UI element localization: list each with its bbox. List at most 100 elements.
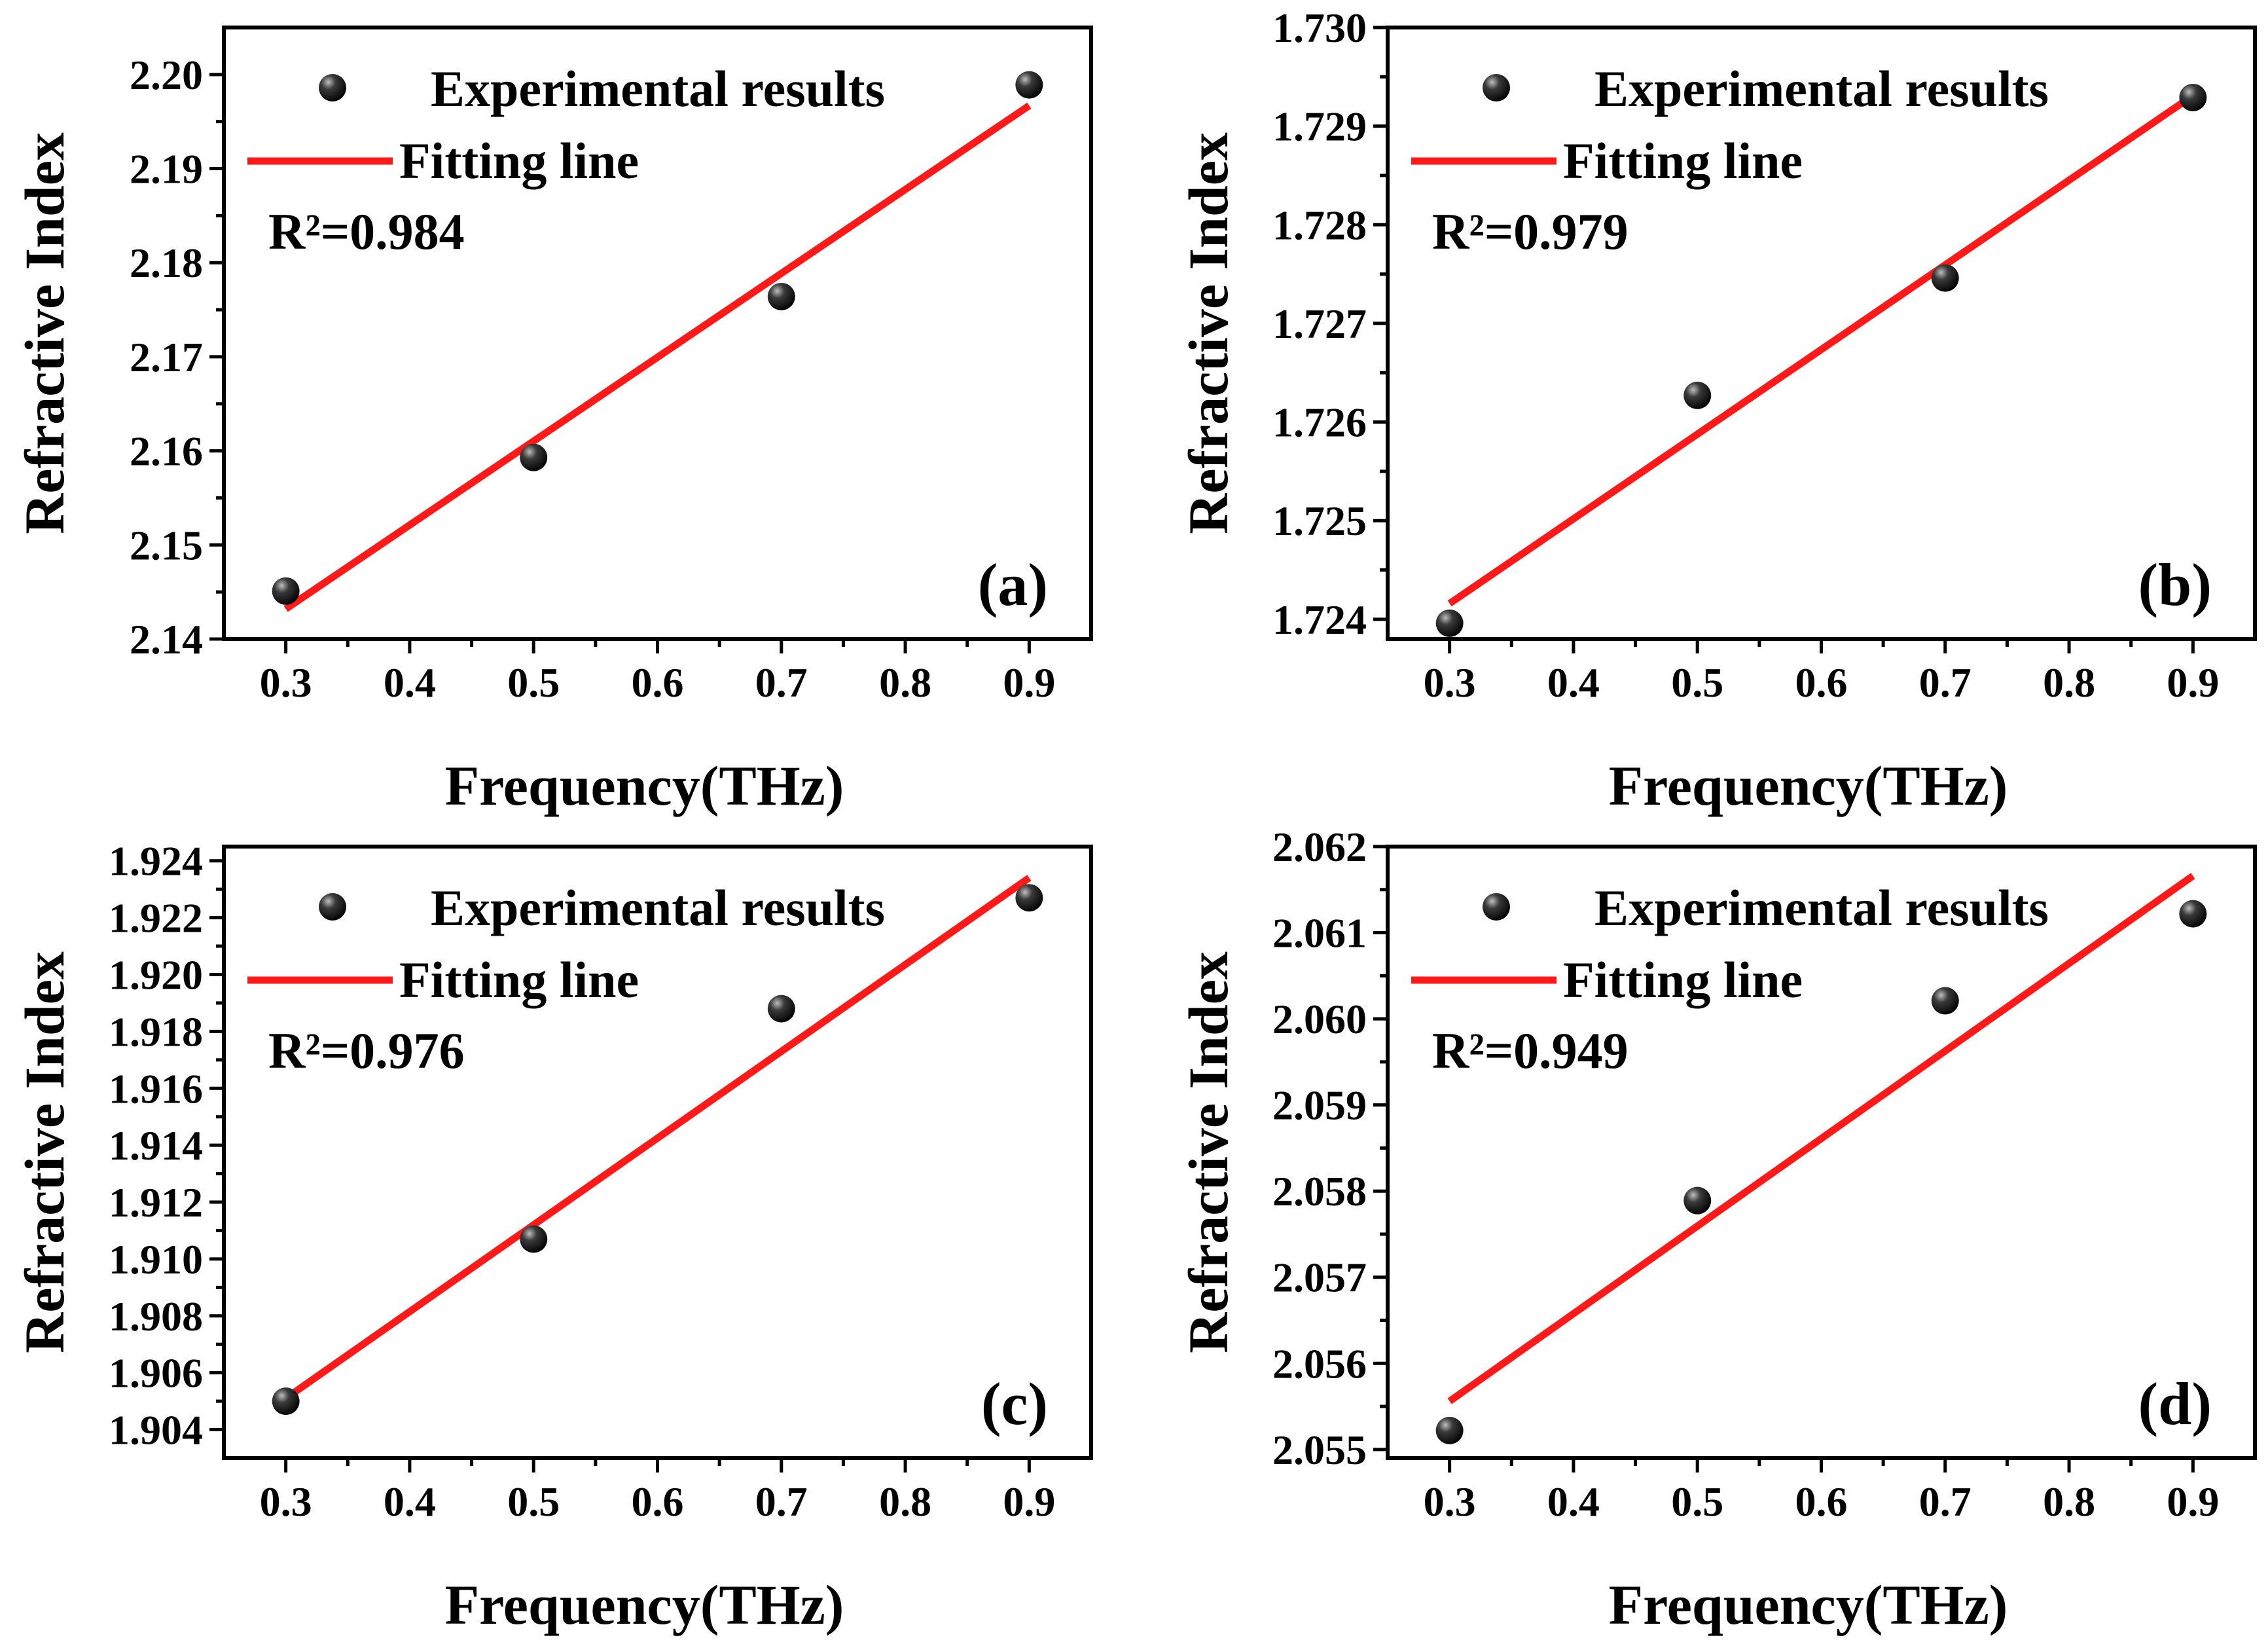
y-tick-label: 2.15 [130, 522, 203, 568]
x-tick-label: 0.6 [1795, 659, 1848, 706]
y-tick-label: 1.920 [109, 951, 203, 998]
x-axis-title: Frequency(THz) [1609, 754, 2008, 817]
y-tick-label: 1.730 [1272, 5, 1367, 51]
x-tick-label: 0.5 [507, 1478, 560, 1525]
y-tick-label: 2.16 [130, 428, 203, 475]
x-tick-label: 0.8 [879, 659, 931, 706]
y-tick-label: 1.912 [109, 1179, 203, 1226]
r-squared-label: R²=0.979 [1432, 203, 1629, 260]
panel-label: (c) [981, 1370, 1048, 1437]
y-axis-title: Refractive Index [1177, 132, 1240, 534]
x-tick-label: 0.4 [384, 1478, 436, 1525]
data-point [767, 282, 795, 310]
y-tick-label: 1.924 [109, 838, 203, 885]
x-tick-label: 0.8 [879, 1478, 931, 1525]
data-point [1015, 71, 1043, 99]
fitting-line [1447, 873, 2195, 1404]
x-tick-label: 0.7 [755, 659, 808, 706]
data-point [767, 995, 795, 1023]
legend-line-label: Fitting line [399, 951, 639, 1008]
y-tick-label: 1.904 [109, 1407, 203, 1454]
y-tick-label: 1.725 [1272, 498, 1367, 544]
y-tick-label: 2.055 [1272, 1427, 1367, 1473]
y-tick-label: 2.060 [1272, 996, 1367, 1042]
x-tick-label: 0.5 [507, 659, 560, 706]
data-point [2179, 900, 2207, 928]
y-tick-label: 2.14 [130, 616, 203, 663]
fitting-line [283, 875, 1032, 1402]
x-axis-title: Frequency(THz) [445, 754, 844, 817]
fitting-line [283, 102, 1032, 612]
data-point [1683, 1186, 1712, 1215]
x-tick-label: 0.5 [1671, 659, 1723, 706]
y-tick-label: 1.918 [109, 1008, 203, 1055]
plot-frame [1386, 26, 2257, 641]
y-tick-label: 1.922 [109, 895, 203, 942]
data-point [1683, 381, 1712, 409]
panel-label: (a) [978, 551, 1048, 618]
y-tick-label: 1.914 [109, 1122, 203, 1169]
panel-label: (d) [2138, 1370, 2212, 1437]
x-tick-label: 0.9 [2167, 659, 2219, 706]
y-tick-label: 1.910 [109, 1236, 203, 1283]
legend-points-label: Experimental results [1594, 60, 2049, 117]
x-tick-label: 0.4 [384, 659, 436, 706]
y-tick-label: 2.059 [1272, 1082, 1367, 1129]
y-tick-label: 2.057 [1272, 1254, 1367, 1301]
panel-1: 0.3 0.4 0.5 0.6 0.7 0.8 0.9 2.14 2.15 2.16 2.17 2.1… [13, 26, 1093, 817]
plot-frame [1386, 845, 2257, 1460]
data-point [1931, 987, 1959, 1015]
panel-3: 0.3 0.4 0.5 0.6 0.7 0.8 0.9 1.904 1.906 1.908 1.91… [13, 838, 1093, 1636]
data-point [272, 577, 300, 605]
y-tick-label: 1.908 [109, 1293, 203, 1340]
x-tick-label: 0.7 [1919, 1478, 1971, 1525]
x-tick-label: 0.6 [632, 659, 684, 706]
panel-4: 0.3 0.4 0.5 0.6 0.7 0.8 0.9 2.055 2.056 2.057 2.05… [1177, 824, 2257, 1636]
x-axis-title: Frequency(THz) [445, 1573, 844, 1636]
data-point [1435, 609, 1464, 637]
legend-line-label: Fitting line [399, 132, 639, 189]
x-tick-label: 0.6 [1795, 1478, 1848, 1525]
y-axis-title: Refractive Index [13, 132, 76, 534]
y-tick-label: 1.729 [1272, 103, 1367, 150]
x-tick-label: 0.5 [1671, 1478, 1723, 1525]
y-tick-label: 1.728 [1272, 202, 1367, 248]
y-tick-label: 1.724 [1272, 596, 1367, 643]
panel-label: (b) [2138, 551, 2212, 618]
legend-points-label: Experimental results [431, 60, 885, 117]
legend-line-label: Fitting line [1563, 132, 1803, 189]
legend-marker [319, 74, 346, 101]
plot-frame [222, 845, 1093, 1460]
y-tick-label: 2.062 [1272, 824, 1367, 870]
y-tick-label: 2.061 [1272, 910, 1367, 957]
data-point [520, 1225, 548, 1253]
r-squared-label: R²=0.976 [268, 1022, 465, 1079]
x-tick-label: 0.9 [2167, 1478, 2219, 1525]
x-tick-label: 0.3 [1424, 659, 1476, 706]
y-tick-label: 1.906 [109, 1350, 203, 1397]
x-tick-label: 0.8 [2043, 1478, 2095, 1525]
r-squared-label: R²=0.984 [268, 203, 465, 260]
legend-points-label: Experimental results [1594, 879, 2049, 936]
fitting-line [1447, 92, 2195, 607]
x-axis-title: Frequency(THz) [1609, 1573, 2008, 1636]
x-tick-label: 0.8 [2043, 659, 2095, 706]
x-tick-label: 0.9 [1003, 1478, 1055, 1525]
x-tick-label: 0.3 [1424, 1478, 1476, 1525]
y-tick-label: 1.727 [1272, 301, 1367, 347]
data-point [1435, 1416, 1464, 1444]
data-point [1931, 264, 1959, 292]
x-tick-label: 0.3 [260, 1478, 312, 1525]
data-point [520, 443, 548, 471]
y-tick-label: 2.19 [130, 146, 203, 192]
legend-line-label: Fitting line [1563, 951, 1803, 1008]
x-tick-label: 0.6 [632, 1478, 684, 1525]
legend-points-label: Experimental results [431, 879, 885, 936]
x-tick-label: 0.4 [1547, 1478, 1600, 1525]
data-point [272, 1387, 300, 1416]
x-tick-label: 0.9 [1003, 659, 1055, 706]
y-tick-label: 2.20 [130, 52, 203, 98]
panels: 0.3 0.4 0.5 0.6 0.7 0.8 0.9 2.14 2.15 2.16 2.17 2.1… [13, 5, 2257, 1636]
x-tick-label: 0.3 [260, 659, 312, 706]
